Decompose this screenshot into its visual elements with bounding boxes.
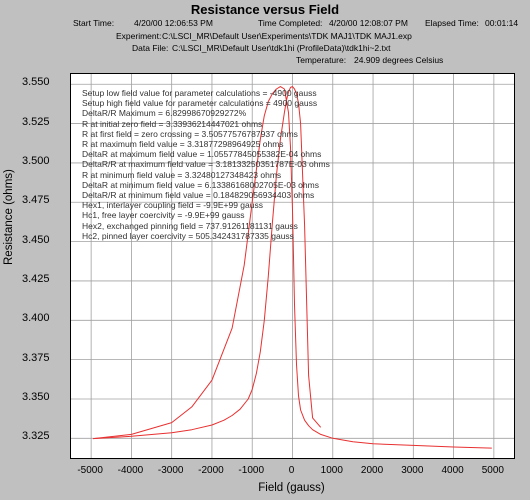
start-time-value: 4/20/00 12:06:53 PM: [134, 18, 213, 28]
data-file-label: Data File:: [132, 43, 169, 53]
temperature-label: Temperature:: [296, 55, 347, 65]
parameter-annotations: Setup low field value for parameter calc…: [82, 88, 330, 241]
y-tick-label: 3.475: [22, 194, 50, 207]
series-increasing-field: [93, 86, 322, 440]
plot-area: [70, 73, 515, 459]
annotation-line: R at maximum field value = 3.31877298964…: [82, 139, 284, 150]
annotation-line: DeltaR at maximum field value = 1.055778…: [82, 149, 322, 160]
y-tick-label: 3.525: [22, 115, 50, 128]
experiment-value: C:\LSCI_MR\Default User\Experiments\TDK …: [162, 31, 412, 41]
y-tick-label: 3.375: [22, 351, 50, 364]
y-tick-label: 3.550: [22, 76, 50, 89]
annotation-line: DeltaR/R at minimum field value = 0.1848…: [82, 190, 315, 201]
chart-svg: [71, 74, 514, 458]
y-tick-label: 3.350: [22, 390, 50, 403]
annotation-line: R at first field = zero crossing = 3.505…: [82, 128, 298, 139]
y-tick-label: 3.400: [22, 312, 50, 325]
annotation-line: R at minimum field value = 3.32480127348…: [82, 169, 282, 180]
annotation-line: Hex1, interlayer coupling field = -9.9E+…: [82, 200, 263, 211]
x-tick-label: 0: [288, 465, 295, 476]
annotation-line: Setup low field value for parameter calc…: [82, 88, 317, 98]
data-file-value: C:\LSCI_MR\Default User\tdk1hi (ProfileD…: [172, 43, 391, 53]
series-decreasing-field: [93, 86, 492, 449]
x-tick-label: -3000: [157, 465, 184, 476]
time-completed-label: Time Completed:: [258, 18, 323, 28]
x-tick-label: -4000: [117, 465, 144, 476]
x-tick-label: -1000: [238, 465, 265, 476]
annotation-line: DeltaR/R Maximum = 6.82998670929272%: [82, 108, 247, 119]
annotation-line: DeltaR at minimum field value = 6.133861…: [82, 179, 319, 190]
x-axis-label: Field (gauss): [258, 482, 325, 494]
x-tick-label: 1000: [320, 465, 343, 476]
annotation-line: DeltaR/R at maximum field value = 3.1813…: [82, 159, 330, 170]
annotation-line: Hex2, exchanged pinning field = 737.9126…: [82, 220, 298, 231]
elapsed-time-value: 00:01:14: [485, 18, 519, 28]
annotation-line: Hc2, pinned layer coercivity = 505.34243…: [82, 230, 294, 241]
x-tick-label: 4000: [441, 465, 464, 476]
y-tick-label: 3.425: [22, 272, 50, 285]
x-tick-label: 3000: [401, 465, 424, 476]
annotation-line: Setup high field value for parameter cal…: [82, 98, 318, 109]
x-tick-label: 2000: [360, 465, 384, 476]
x-tick-label: 5000: [481, 465, 504, 476]
x-tick-label: -5000: [77, 465, 103, 476]
start-time-label: Start Time:: [73, 18, 115, 28]
experiment-label: Experiment:: [116, 31, 162, 41]
chart-title: Resistance versus Field: [190, 2, 340, 17]
y-tick-label: 3.500: [22, 154, 50, 167]
y-tick-label: 3.325: [22, 430, 50, 443]
elapsed-time-label: Elapsed Time:: [425, 18, 479, 28]
temperature-value: 24.909 degrees Celsius: [354, 55, 444, 65]
annotation-line: R at initial zero field = 3.339362144470…: [82, 118, 263, 129]
x-tick-label: -2000: [198, 465, 224, 476]
annotation-line: Hc1, free layer coercivity = -9.9E+99 ga…: [82, 210, 245, 221]
y-axis-label: Resistance (ohms): [3, 169, 15, 265]
y-tick-label: 3.450: [22, 233, 50, 246]
time-completed-value: 4/20/00 12:08:07 PM: [329, 18, 408, 28]
